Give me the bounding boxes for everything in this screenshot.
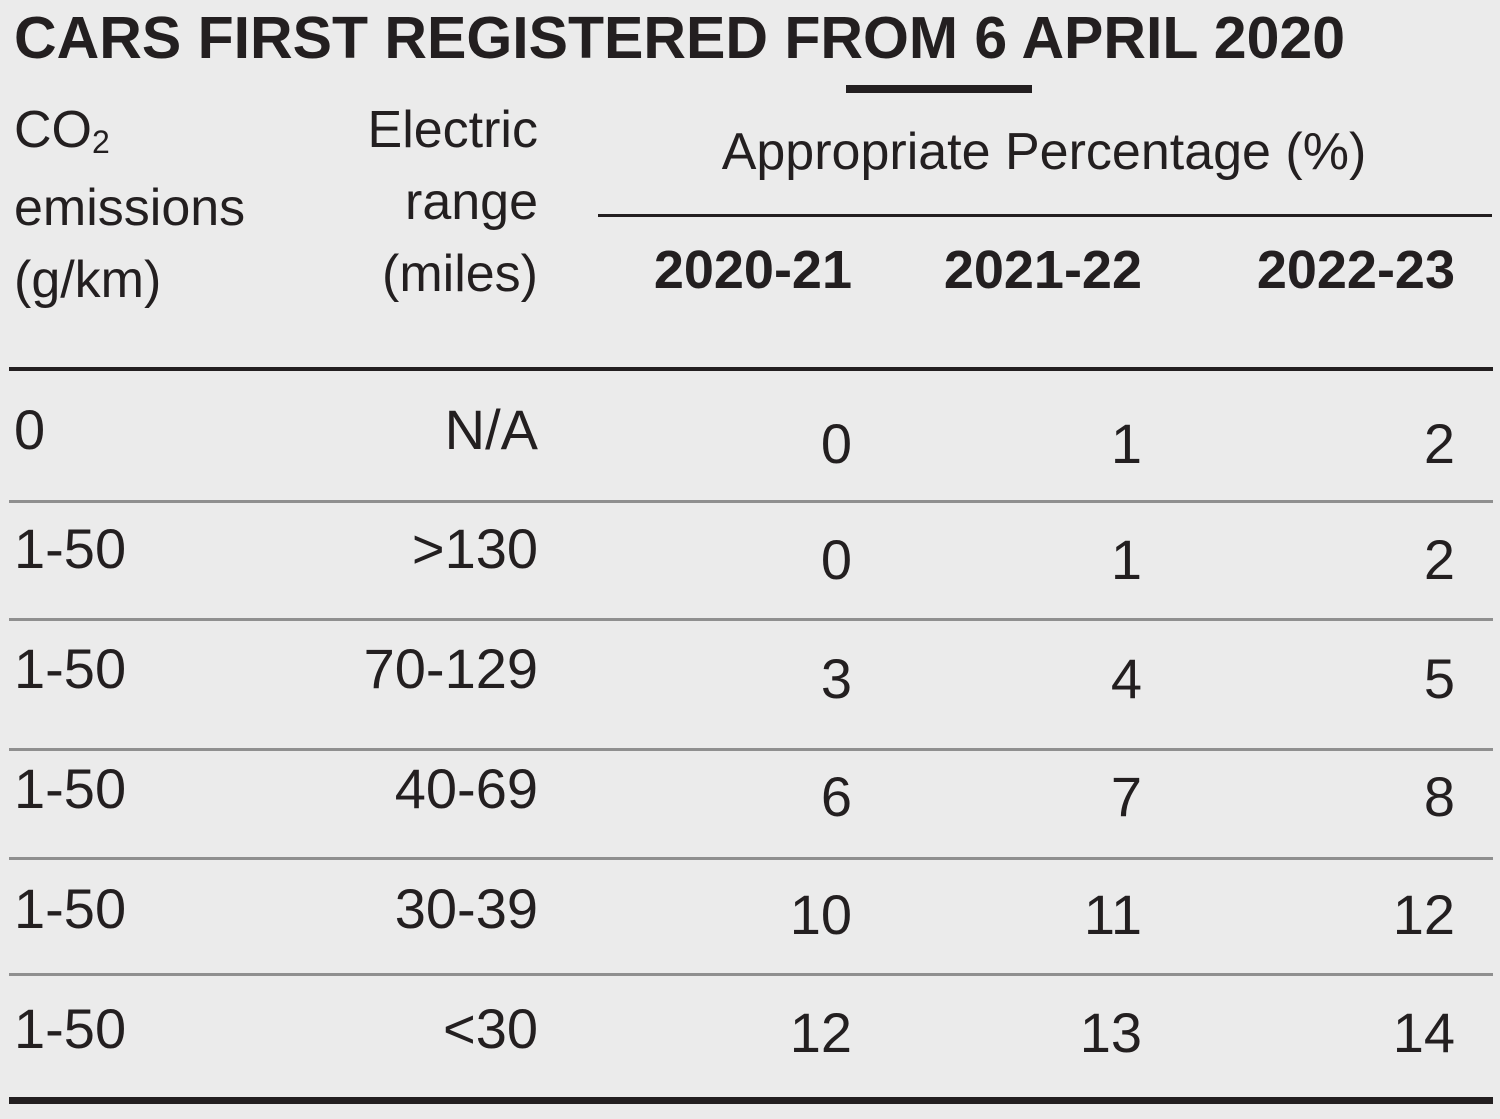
cell-2021-22: 7 xyxy=(1110,765,1142,828)
cell-co2: 0 xyxy=(14,398,46,461)
electric-range-column-header: Electric range (miles) xyxy=(300,94,538,310)
cell-2021-22: 1 xyxy=(1110,528,1142,591)
co2-header-line1: CO2 xyxy=(14,94,304,172)
table-bottom-rule xyxy=(9,1097,1493,1104)
cell-co2: 1-50 xyxy=(14,637,127,700)
cell-2020-21: 0 xyxy=(820,412,852,475)
cell-2022-23: 2 xyxy=(1423,528,1455,591)
row-divider xyxy=(9,973,1493,976)
co2-header-line3: (g/km) xyxy=(14,251,162,309)
row-divider xyxy=(9,748,1493,751)
cell-2021-22: 4 xyxy=(1110,647,1142,710)
title-text-after: 6 APRIL 2020 xyxy=(958,5,1346,71)
cell-co2: 1-50 xyxy=(14,757,127,820)
year-header-2021-22: 2021-22 xyxy=(943,240,1142,300)
cell-range: 30-39 xyxy=(394,877,538,940)
cell-2021-22: 11 xyxy=(1083,883,1142,946)
cell-co2: 1-50 xyxy=(14,997,127,1060)
co2-header-prefix: CO xyxy=(14,101,92,159)
cell-range: >130 xyxy=(411,517,538,580)
cell-2020-21: 3 xyxy=(820,647,852,710)
cell-2020-21: 0 xyxy=(820,528,852,591)
row-divider xyxy=(9,500,1493,503)
cell-2022-23: 14 xyxy=(1392,1001,1455,1064)
cell-2022-23: 5 xyxy=(1423,647,1455,710)
cell-range: <30 xyxy=(443,997,538,1060)
percentage-group-header: Appropriate Percentage (%) xyxy=(721,123,1367,181)
title-text-before: CARS FIRST REGISTERED xyxy=(14,5,785,71)
co2-header-subscript: 2 xyxy=(92,124,110,160)
year-header-2022-23: 2022-23 xyxy=(1256,240,1455,300)
cell-2022-23: 12 xyxy=(1392,883,1455,946)
cell-2022-23: 2 xyxy=(1423,412,1455,475)
year-header-2020-21: 2020-21 xyxy=(653,240,852,300)
cell-range: 40-69 xyxy=(394,757,538,820)
cell-2020-21: 6 xyxy=(820,765,852,828)
header-divider xyxy=(9,367,1493,371)
range-header-line1: Electric xyxy=(367,101,538,159)
range-header-line2: range xyxy=(405,173,538,231)
row-divider xyxy=(9,857,1493,860)
co2-column-header: CO2 emissions (g/km) xyxy=(14,94,304,316)
cell-co2: 1-50 xyxy=(14,877,127,940)
percentage-header-divider xyxy=(598,214,1492,217)
cell-range: 70-129 xyxy=(363,637,538,700)
range-header-line3: (miles) xyxy=(382,245,538,303)
row-divider xyxy=(9,618,1493,621)
cell-2020-21: 12 xyxy=(789,1001,852,1064)
page-title: CARS FIRST REGISTERED FROM 6 APRIL 2020 xyxy=(14,2,1494,74)
title-text-underlined: FROM xyxy=(784,5,959,71)
cell-range: N/A xyxy=(444,398,538,461)
cell-co2: 1-50 xyxy=(14,517,127,580)
cell-2021-22: 13 xyxy=(1079,1001,1142,1064)
cell-2020-21: 10 xyxy=(789,883,852,946)
cell-2022-23: 8 xyxy=(1423,765,1455,828)
cell-2021-22: 1 xyxy=(1110,412,1142,475)
title-underline xyxy=(846,85,1032,93)
co2-header-line2: emissions xyxy=(14,179,246,237)
